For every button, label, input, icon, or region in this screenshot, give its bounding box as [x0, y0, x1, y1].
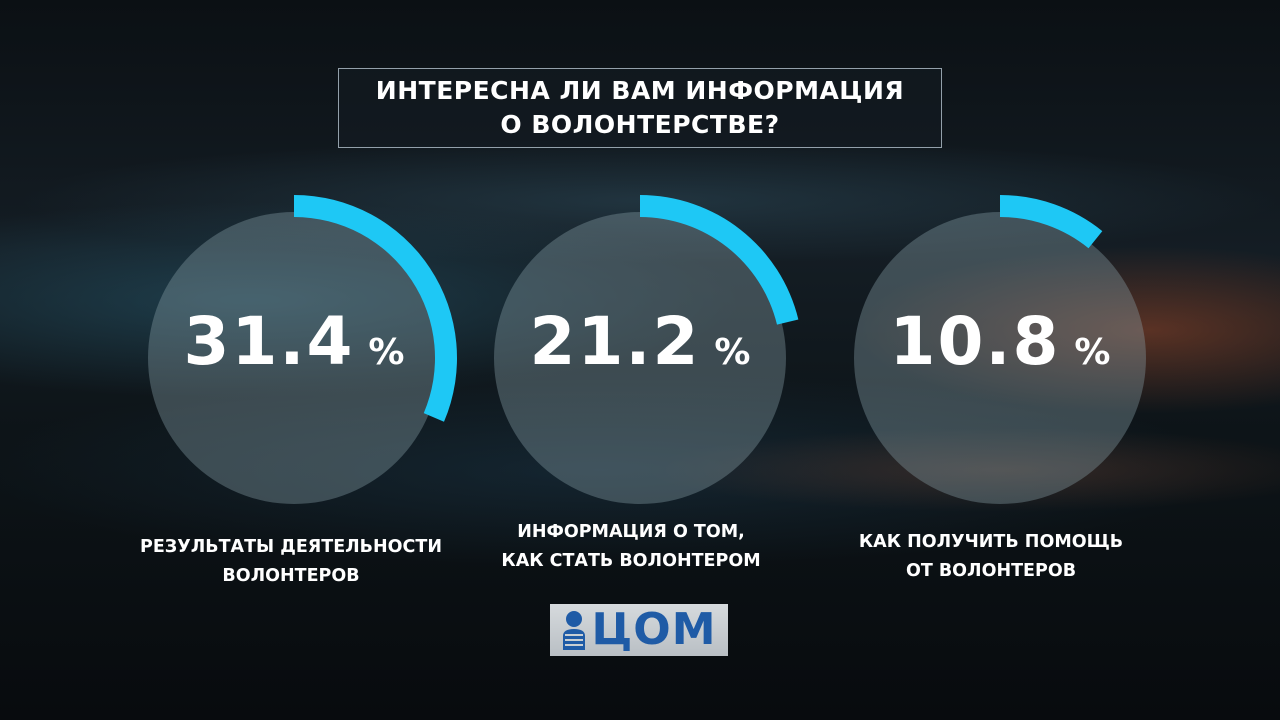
chart-title: ИНТЕРЕСНА ЛИ ВАМ ИНФОРМАЦИЯ О ВОЛОНТЕРСТ… — [338, 68, 942, 148]
tsom-logo: ЦОМ — [550, 604, 728, 656]
gauge-become-volunteer-disc — [494, 212, 786, 504]
gauge-become-volunteer-value: 21.2 % — [470, 303, 810, 383]
gauge-get-help-disc — [854, 212, 1146, 504]
gauge-become-volunteer-label-line-1: ИНФОРМАЦИЯ О ТОМ, — [517, 522, 745, 542]
gauge-get-help-arc — [1000, 195, 1103, 249]
gauge-results-value: 31.4 % — [124, 303, 464, 383]
gauge-get-help-unit: % — [1074, 332, 1111, 373]
gauge-get-help-label: КАК ПОЛУЧИТЬ ПОМОЩЬ ОТ ВОЛОНТЕРОВ — [821, 528, 1161, 586]
person-icon — [563, 611, 586, 650]
gauge-become-volunteer: 21.2 % — [470, 188, 810, 528]
gauge-results-label-line-1: РЕЗУЛЬТАТЫ ДЕЯТЕЛЬНОСТИ — [140, 537, 442, 557]
gauge-get-help: 10.8 % — [830, 188, 1170, 528]
gauge-become-volunteer-arc — [640, 195, 799, 325]
gauge-results-label-line-2: ВОЛОНТЕРОВ — [222, 566, 360, 586]
gauge-become-volunteer-number: 21.2 — [529, 303, 701, 380]
gauge-become-volunteer-graphic — [494, 195, 799, 504]
gauge-get-help-graphic — [854, 195, 1146, 504]
gauge-results-graphic — [148, 195, 457, 504]
gauge-results: 31.4 % — [124, 188, 464, 528]
chart-title-line-1: ИНТЕРЕСНА ЛИ ВАМ ИНФОРМАЦИЯ — [375, 76, 905, 105]
gauge-become-volunteer-unit: % — [714, 332, 751, 373]
gauge-results-arc — [294, 195, 457, 422]
gauge-become-volunteer-label: ИНФОРМАЦИЯ О ТОМ, КАК СТАТЬ ВОЛОНТЕРОМ — [461, 518, 801, 576]
gauge-results-label: РЕЗУЛЬТАТЫ ДЕЯТЕЛЬНОСТИ ВОЛОНТЕРОВ — [121, 533, 461, 591]
gauge-get-help-label-line-2: ОТ ВОЛОНТЕРОВ — [905, 561, 1077, 581]
gauge-results-disc — [148, 212, 440, 504]
chart-title-line-2: О ВОЛОНТЕРСТВЕ? — [500, 110, 780, 139]
gauge-become-volunteer-label-line-2: КАК СТАТЬ ВОЛОНТЕРОМ — [501, 551, 761, 571]
gauge-results-number: 31.4 — [183, 303, 355, 380]
gauge-get-help-label-line-1: КАК ПОЛУЧИТЬ ПОМОЩЬ — [858, 532, 1124, 552]
gauge-results-unit: % — [368, 332, 405, 373]
logo-text: ЦОМ — [591, 604, 717, 655]
gauge-get-help-number: 10.8 — [889, 303, 1061, 380]
gauge-get-help-value: 10.8 % — [830, 303, 1170, 383]
